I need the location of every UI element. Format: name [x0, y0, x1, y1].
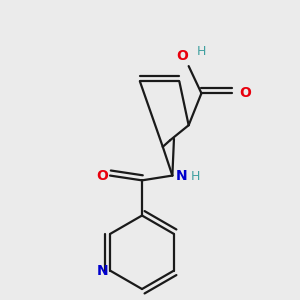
Text: N: N [176, 169, 187, 183]
Text: O: O [96, 169, 108, 183]
Text: H: H [190, 170, 200, 183]
Text: O: O [176, 49, 188, 63]
Text: H: H [196, 45, 206, 58]
Text: N: N [96, 264, 108, 278]
Text: O: O [239, 86, 251, 100]
